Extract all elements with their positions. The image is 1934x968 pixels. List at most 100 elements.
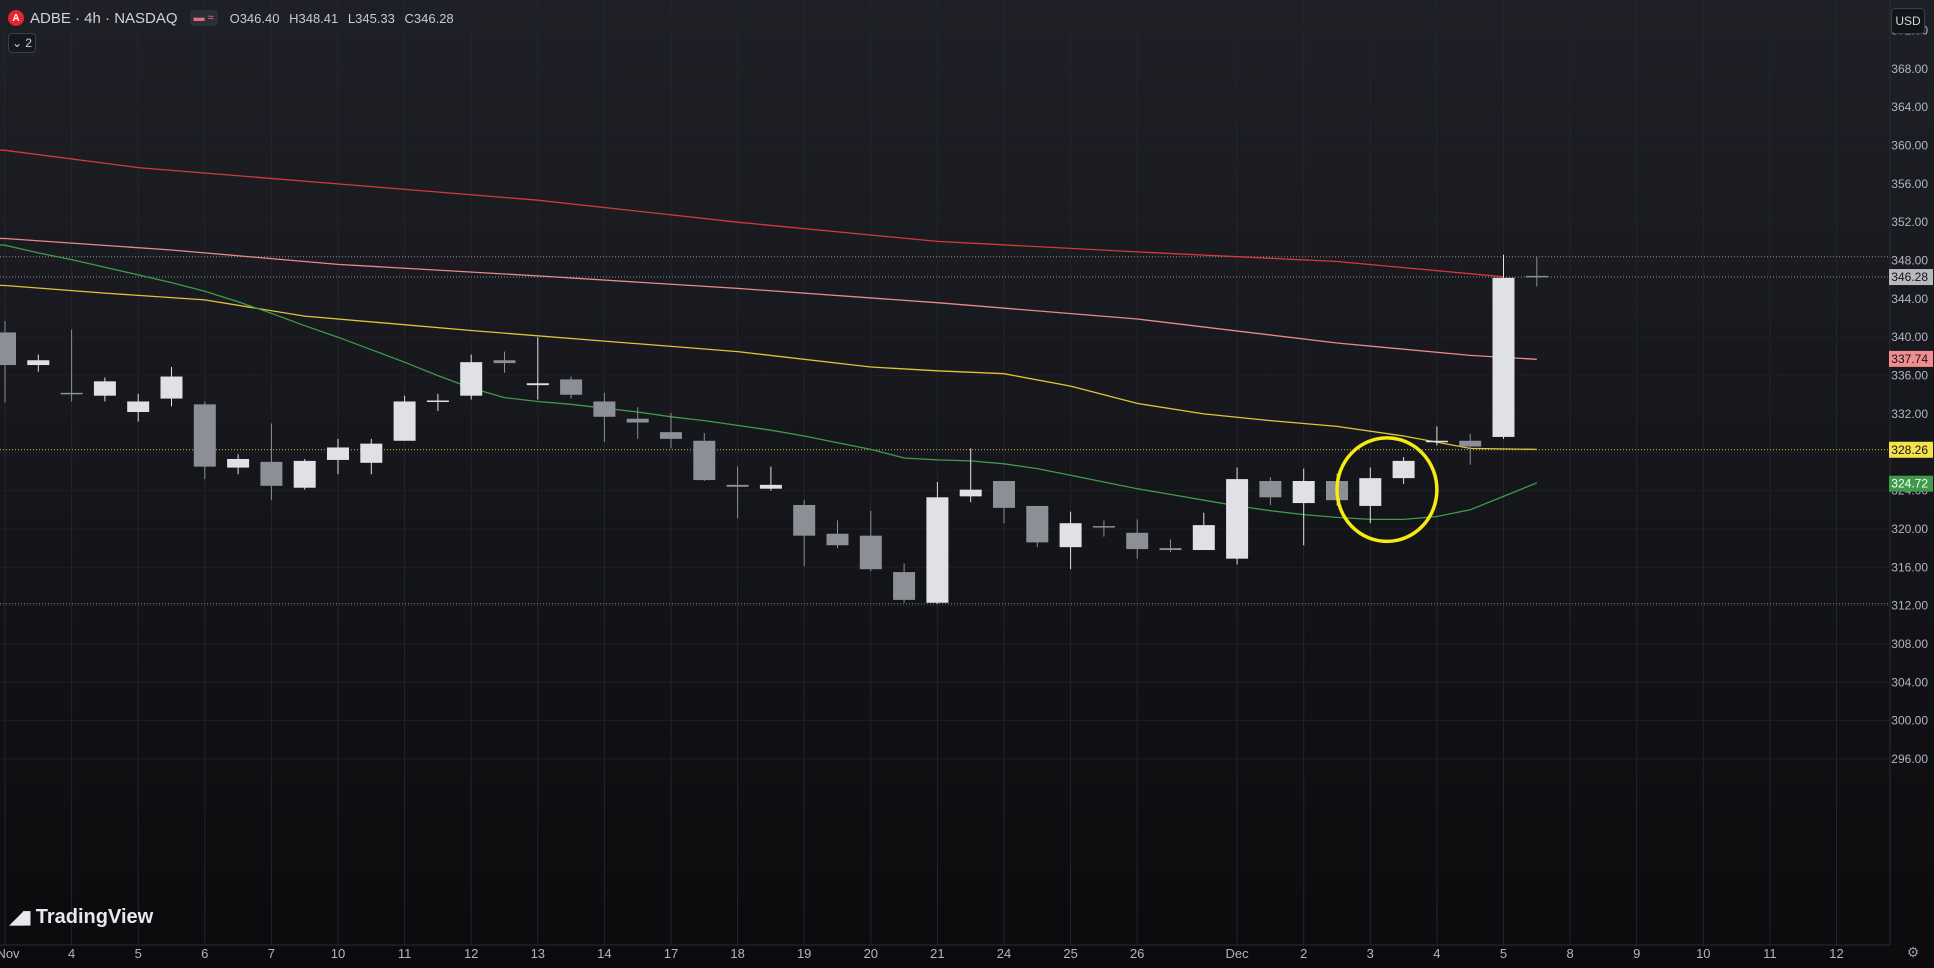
candle-body xyxy=(1192,525,1215,551)
candle-body xyxy=(293,460,316,488)
candle-body xyxy=(1359,478,1382,506)
candle xyxy=(660,412,682,449)
candle-body xyxy=(60,392,83,395)
candle-body xyxy=(793,504,816,536)
price-axis: 372.00368.00364.00360.00356.00352.00348.… xyxy=(1889,0,1933,945)
candle-body xyxy=(1059,523,1082,548)
price-tag: 324.72 xyxy=(1889,475,1933,492)
price-tag: 346.28 xyxy=(1889,269,1933,286)
indicator-toggle-button[interactable]: ⌄ 2 xyxy=(8,33,36,53)
candle xyxy=(393,395,416,441)
candle xyxy=(1459,434,1482,465)
candle xyxy=(127,393,150,422)
price-tick-label: 344.00 xyxy=(1891,292,1928,306)
price-tick-label: 312.00 xyxy=(1891,599,1928,613)
candle-body xyxy=(993,481,1015,508)
price-tick-label: 364.00 xyxy=(1891,100,1928,114)
candle-body xyxy=(426,400,449,403)
candle-body xyxy=(0,332,16,366)
candle xyxy=(1425,426,1448,446)
time-tick-label: 5 xyxy=(1500,946,1507,961)
candle xyxy=(1359,467,1382,524)
candle xyxy=(560,376,583,399)
candle-body xyxy=(593,401,616,417)
time-tick-label: 21 xyxy=(930,946,944,961)
time-tick-label: 18 xyxy=(730,946,744,961)
symbol-title[interactable]: ADBE · 4h · NASDAQ xyxy=(30,9,178,27)
watermark-text: TradingView xyxy=(35,906,154,928)
candle-body xyxy=(193,404,216,467)
time-tick-label: 11 xyxy=(398,946,412,961)
candle xyxy=(1492,254,1515,439)
candle-body xyxy=(1226,479,1249,559)
candle xyxy=(859,510,882,572)
header-icon-group[interactable]: ▬ ≈ xyxy=(189,10,218,26)
price-tag-bg xyxy=(1889,475,1933,492)
candle-body xyxy=(227,458,250,468)
candle-body xyxy=(1392,460,1415,479)
candle xyxy=(193,401,216,480)
tradingview-logo-icon: ◢▮ xyxy=(10,907,32,927)
candle-body xyxy=(127,401,150,413)
candle-body xyxy=(360,443,383,463)
ohlc-values: O346.40 H348.41 L345.33 C346.28 xyxy=(230,11,460,26)
candle xyxy=(826,520,849,549)
candle xyxy=(93,377,116,402)
flag-icon[interactable]: ▬ xyxy=(193,12,205,24)
time-tick-label: 7 xyxy=(268,946,275,961)
price-tag-label: 337.74 xyxy=(1891,352,1928,366)
candle xyxy=(793,500,816,567)
time-tick-label: Nov xyxy=(0,946,20,961)
price-tick-label: 300.00 xyxy=(1891,714,1928,728)
price-tick-label: 352.00 xyxy=(1891,215,1928,229)
candle-body xyxy=(393,401,416,441)
price-tick-label: 336.00 xyxy=(1891,369,1928,383)
price-tick-label: 360.00 xyxy=(1891,139,1928,153)
candle-body xyxy=(726,484,749,487)
time-tick-label: 12 xyxy=(464,946,478,961)
tradingview-watermark[interactable]: ◢▮ TradingView xyxy=(10,906,153,929)
candle xyxy=(1259,477,1282,505)
candle-body xyxy=(1492,277,1515,437)
candle xyxy=(327,438,349,475)
candle-body xyxy=(759,484,782,489)
currency-button[interactable]: USD xyxy=(1891,8,1925,34)
price-tick-label: 332.00 xyxy=(1891,407,1928,421)
moving-average-line xyxy=(0,284,1537,451)
time-tick-label: 19 xyxy=(797,946,811,961)
candle-body xyxy=(1425,440,1448,443)
candle-body xyxy=(460,362,483,396)
candle-body xyxy=(327,447,349,460)
candle-body xyxy=(926,497,949,603)
price-tick-label: 316.00 xyxy=(1891,560,1928,574)
indicator-count: 2 xyxy=(25,36,32,50)
candle-body xyxy=(660,432,682,439)
candle-body xyxy=(893,572,916,600)
time-tick-label: 10 xyxy=(1696,946,1710,961)
candle xyxy=(1159,539,1182,552)
settings-icon[interactable]: ⚙ xyxy=(1906,944,1920,960)
time-tick-label: 14 xyxy=(597,946,611,961)
candle-body xyxy=(959,489,982,497)
candle-body xyxy=(160,376,183,399)
candle xyxy=(993,481,1015,524)
compare-icon[interactable]: ≈ xyxy=(207,12,214,24)
candle xyxy=(160,366,183,407)
time-tick-label: 6 xyxy=(201,946,208,961)
time-tick-label: 2 xyxy=(1300,946,1307,961)
price-tick-label: 296.00 xyxy=(1891,752,1928,766)
adobe-logo-icon: A xyxy=(8,10,24,26)
candle xyxy=(493,351,516,373)
price-tick-label: 348.00 xyxy=(1891,254,1928,268)
time-tick-label: 13 xyxy=(531,946,545,961)
candle xyxy=(1525,256,1548,287)
candle xyxy=(460,354,483,400)
candle xyxy=(1226,467,1249,565)
candle-body xyxy=(1459,440,1482,447)
time-tick-label: 9 xyxy=(1633,946,1640,961)
price-tag-bg xyxy=(1889,350,1933,367)
candle xyxy=(1026,505,1049,548)
candle xyxy=(526,337,549,400)
candle xyxy=(926,481,949,604)
